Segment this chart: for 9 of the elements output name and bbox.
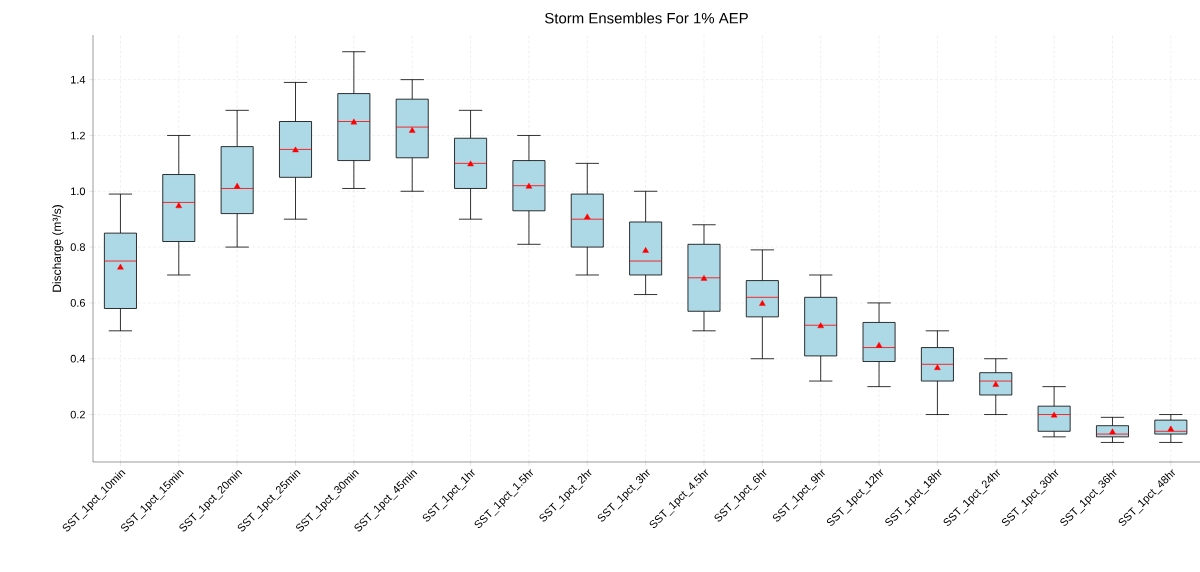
y-axis-title: Discharge (m³/s) bbox=[52, 205, 64, 292]
chart-title: Storm Ensembles For 1% AEP bbox=[545, 12, 748, 24]
y-tick-label: 0.8 bbox=[70, 243, 86, 251]
y-tick-label: 0.6 bbox=[70, 299, 86, 307]
y-tick-label: 0.2 bbox=[70, 410, 85, 419]
y-tick-label: 1.0 bbox=[71, 187, 86, 196]
y-tick-label: 0.4 bbox=[70, 354, 86, 363]
y-tick-label: 1.2 bbox=[71, 131, 85, 140]
y-tick-label: 1.4 bbox=[71, 75, 86, 84]
